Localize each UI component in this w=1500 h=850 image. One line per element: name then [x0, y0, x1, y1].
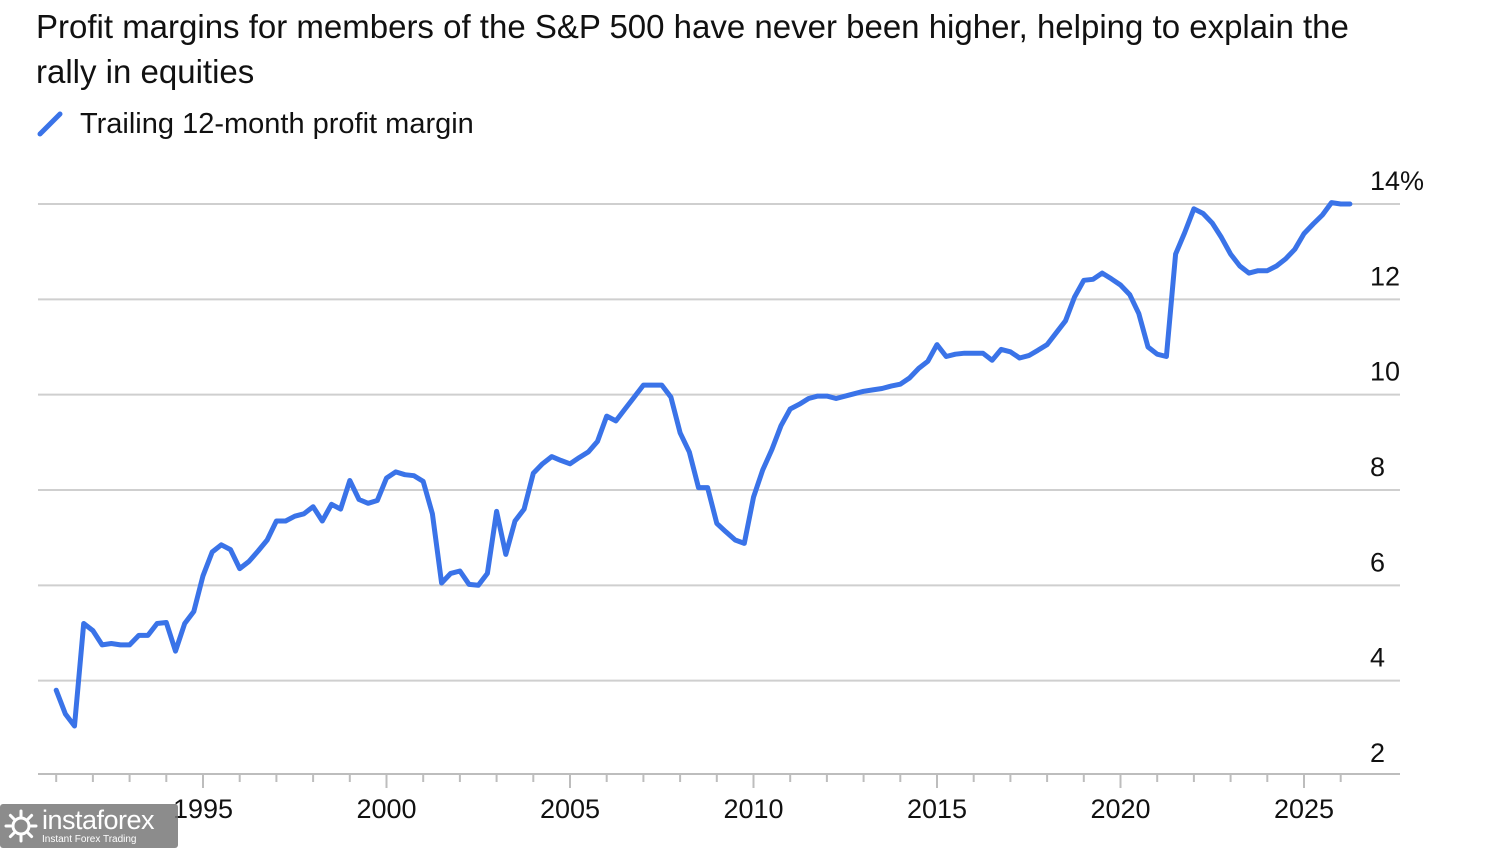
y-tick-label-12: 12 [1370, 261, 1400, 291]
y-axis: 2 4 6 8 10 12 14% [1370, 166, 1424, 768]
chart-title: Profit margins for members of the S&P 50… [36, 8, 1349, 90]
series-layer [53, 200, 1353, 729]
instaforex-logo-icon [4, 809, 38, 843]
y-tick-label-6: 6 [1370, 547, 1385, 577]
x-tick-label-2000: 2000 [356, 794, 416, 824]
x-tick-label-2020: 2020 [1090, 794, 1150, 824]
x-axis [38, 773, 1400, 788]
y-tick-label-10: 10 [1370, 357, 1400, 387]
y-tick-label-14: 14% [1370, 166, 1424, 196]
x-tick-label-2025: 2025 [1274, 794, 1334, 824]
y-tick-label-4: 4 [1370, 643, 1385, 673]
legend-label: Trailing 12-month profit margin [80, 107, 474, 140]
series-line-0 [53, 200, 1353, 729]
instaforex-watermark: instaforex Instant Forex Trading [0, 804, 178, 848]
x-tick-label-1995: 1995 [173, 794, 233, 824]
legend-line-icon [37, 111, 63, 137]
x-tick-labels: 1995 2000 2005 2010 2015 2020 2025 [173, 794, 1334, 824]
watermark-name: instaforex [42, 805, 155, 835]
chart-legend: Trailing 12-month profit margin [36, 104, 474, 144]
x-tick-label-2015: 2015 [907, 794, 967, 824]
x-tick-label-2005: 2005 [540, 794, 600, 824]
y-tick-label-2: 2 [1370, 738, 1385, 768]
watermark-tagline: Instant Forex Trading [42, 834, 137, 845]
x-tick-label-2010: 2010 [723, 794, 783, 824]
gridlines [38, 203, 1400, 682]
y-tick-label-8: 8 [1370, 452, 1385, 482]
